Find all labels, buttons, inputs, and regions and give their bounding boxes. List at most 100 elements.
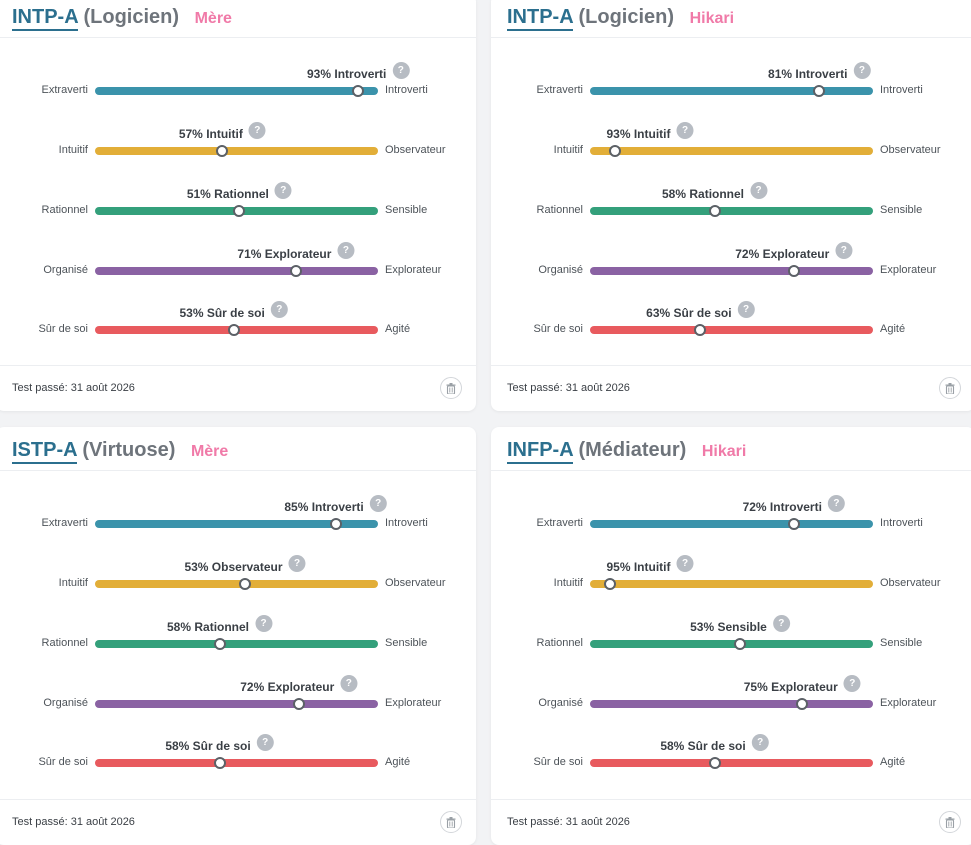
person-name: Hikari — [701, 443, 747, 460]
trait-bar — [590, 85, 873, 97]
trait-percentage: 51% Rationnel ? — [187, 181, 292, 204]
help-icon[interactable]: ? — [248, 121, 266, 139]
personality-type-code[interactable]: INFP-A — [507, 439, 573, 464]
trait-knob — [733, 638, 746, 650]
help-icon[interactable]: ? — [737, 300, 755, 318]
personality-card: INTP-A (Logicien) Mère 93% Introverti ? … — [0, 0, 476, 411]
person-name: Mère — [194, 10, 232, 27]
help-icon[interactable]: ? — [751, 733, 769, 751]
help-icon[interactable]: ? — [369, 494, 387, 512]
help-icon[interactable]: ? — [750, 181, 768, 199]
trait-row: 72% Explorateur ? Organisé Explorateur — [495, 241, 971, 304]
trait-percentage-label: 93% Introverti — [307, 67, 387, 81]
help-icon[interactable]: ? — [270, 300, 288, 318]
card-header: ISTP-A (Virtuose) Mère — [0, 427, 476, 471]
help-icon[interactable]: ? — [392, 61, 410, 79]
trait-right-label: Agité — [880, 323, 906, 335]
trait-bar — [95, 324, 378, 336]
help-icon[interactable]: ? — [772, 614, 790, 632]
trait-knob — [708, 757, 721, 769]
personality-type-name: (Logicien) — [578, 6, 675, 28]
help-icon[interactable]: ? — [843, 674, 861, 692]
trait-percentage: 53% Sensible ? — [690, 614, 790, 637]
trait-percentage: 72% Explorateur ? — [240, 674, 358, 697]
personality-type-code[interactable]: ISTP-A — [12, 439, 77, 464]
trait-percentage-label: 72% Explorateur — [735, 247, 830, 261]
test-date: Test passé: 31 août 2026 — [12, 816, 135, 828]
trait-right-label: Agité — [385, 756, 411, 768]
trait-knob — [708, 205, 721, 217]
trait-percentage-label: 85% Introverti — [284, 500, 364, 514]
trait-right-label: Agité — [880, 756, 906, 768]
person-name: Hikari — [689, 10, 735, 27]
trait-row: 53% Observateur ? Intuitif Observateur — [0, 554, 476, 617]
trait-percentage: 53% Observateur ? — [184, 554, 306, 577]
trait-knob — [213, 638, 226, 650]
help-icon[interactable]: ? — [256, 733, 274, 751]
trait-percentage: 93% Introverti ? — [307, 61, 410, 84]
help-icon[interactable]: ? — [676, 554, 694, 572]
trait-bar — [590, 757, 873, 769]
trait-left-label: Extraverti — [536, 84, 583, 96]
personality-type-code[interactable]: INTP-A — [507, 6, 573, 31]
trait-percentage-label: 95% Intuitif — [606, 560, 671, 574]
trait-row: 72% Introverti ? Extraverti Introverti — [495, 494, 971, 557]
trait-right-label: Sensible — [385, 204, 428, 216]
trait-bar — [95, 205, 378, 217]
trait-left-label: Intuitif — [58, 144, 88, 156]
traits-list: 81% Introverti ? Extraverti Introverti 9… — [491, 38, 971, 358]
delete-button[interactable] — [939, 377, 961, 399]
trait-knob — [787, 518, 800, 530]
traits-list: 72% Introverti ? Extraverti Introverti 9… — [491, 471, 971, 791]
help-icon[interactable]: ? — [274, 181, 292, 199]
trait-percentage: 81% Introverti ? — [768, 61, 871, 84]
trait-percentage: 53% Sûr de soi ? — [179, 300, 288, 323]
card-title: INFP-A (Médiateur) Hikari — [507, 439, 747, 464]
trait-left-label: Intuitif — [553, 144, 583, 156]
help-icon[interactable]: ? — [255, 614, 273, 632]
trait-bar — [590, 638, 873, 650]
help-icon[interactable]: ? — [340, 674, 358, 692]
trait-bar — [590, 578, 873, 590]
trait-left-label: Extraverti — [41, 84, 88, 96]
trait-right-label: Sensible — [880, 637, 923, 649]
trait-knob — [238, 578, 251, 590]
trait-left-label: Sûr de soi — [533, 323, 583, 335]
help-icon[interactable]: ? — [676, 121, 694, 139]
trait-right-label: Observateur — [385, 577, 446, 589]
trait-bar — [95, 265, 378, 277]
trait-bar — [590, 518, 873, 530]
trait-knob — [292, 698, 305, 710]
trait-left-label: Organisé — [538, 264, 583, 276]
delete-button[interactable] — [939, 811, 961, 833]
personality-type-code[interactable]: INTP-A — [12, 6, 78, 31]
help-icon[interactable]: ? — [835, 241, 853, 259]
trait-row: 58% Rationnel ? Rationnel Sensible — [495, 181, 971, 244]
trait-row: 95% Intuitif ? Intuitif Observateur — [495, 554, 971, 617]
delete-button[interactable] — [440, 377, 462, 399]
trait-right-label: Sensible — [880, 204, 923, 216]
help-icon[interactable]: ? — [288, 554, 306, 572]
trait-right-label: Agité — [385, 323, 411, 335]
trait-percentage-label: 72% Explorateur — [240, 680, 335, 694]
trait-left-label: Sûr de soi — [38, 756, 88, 768]
person-name: Mère — [190, 443, 229, 460]
card-footer: Test passé: 31 août 2026 — [0, 365, 476, 411]
card-header: INTP-A (Logicien) Hikari — [491, 0, 971, 38]
trait-percentage-label: 71% Explorateur — [237, 247, 332, 261]
trait-row: 51% Rationnel ? Rationnel Sensible — [0, 181, 476, 244]
help-icon[interactable]: ? — [337, 241, 355, 259]
trait-bar — [95, 638, 378, 650]
trait-left-label: Rationnel — [536, 204, 583, 216]
trait-bar — [590, 205, 873, 217]
trait-percentage: 58% Rationnel ? — [662, 181, 768, 204]
trait-percentage-label: 53% Sûr de soi — [179, 306, 265, 320]
traits-list: 93% Introverti ? Extraverti Introverti 5… — [0, 38, 476, 358]
delete-button[interactable] — [440, 811, 462, 833]
trait-row: 53% Sensible ? Rationnel Sensible — [495, 614, 971, 677]
help-icon[interactable]: ? — [827, 494, 845, 512]
help-icon[interactable]: ? — [853, 61, 871, 79]
trait-knob — [603, 578, 616, 590]
trait-right-label: Introverti — [385, 517, 428, 529]
trait-knob — [216, 145, 229, 157]
